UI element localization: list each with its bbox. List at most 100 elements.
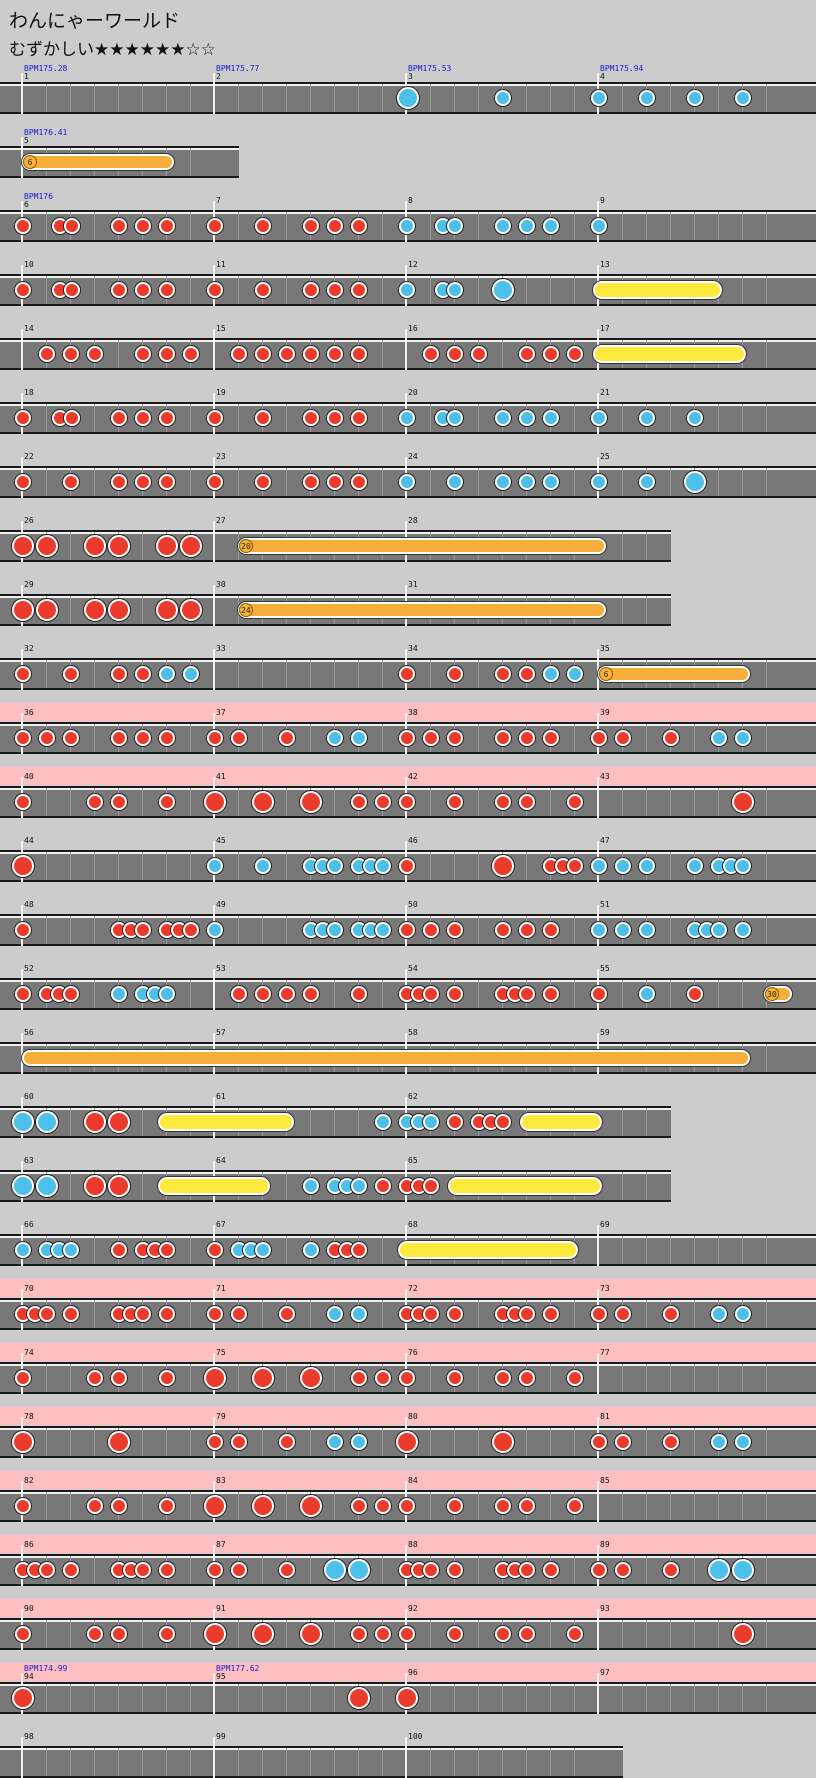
beat-line (94, 980, 95, 1008)
don-note (231, 1434, 247, 1450)
lane-highlight (0, 1108, 671, 1110)
beat-line (118, 1684, 119, 1712)
ka-note (591, 90, 607, 106)
bpm-change-label: BPM175.77 (216, 64, 260, 73)
beat-line (646, 724, 647, 752)
don-note (207, 730, 223, 746)
don-note (351, 218, 367, 234)
ka-note (351, 1306, 367, 1322)
don-note (64, 218, 80, 234)
ka-big-note (708, 1559, 730, 1581)
don-note (111, 474, 127, 490)
beat-line (766, 340, 767, 368)
lane-highlight (0, 1172, 671, 1174)
beat-line (190, 468, 191, 496)
measure-number: 42 (408, 772, 418, 781)
beat-line (454, 84, 455, 112)
beat-line (670, 1492, 671, 1520)
don-big-note (180, 599, 202, 621)
beat-line (46, 1620, 47, 1648)
measure-number: 86 (24, 1540, 34, 1549)
don-big-note (108, 1175, 130, 1197)
don-note (519, 1498, 535, 1514)
beat-line (550, 1684, 551, 1712)
don-note (63, 730, 79, 746)
ka-note (15, 1242, 31, 1258)
beat-line (382, 404, 383, 432)
measure-number: 57 (216, 1028, 226, 1037)
don-note (495, 794, 511, 810)
measure-number: 55 (600, 964, 610, 973)
don-note (15, 410, 31, 426)
don-big-note (84, 535, 106, 557)
measure-line (213, 1737, 215, 1778)
beat-line (718, 1364, 719, 1392)
don-note (207, 410, 223, 426)
beat-line (742, 404, 743, 432)
beat-line (142, 532, 143, 560)
ka-note (327, 922, 343, 938)
don-note (495, 1370, 511, 1386)
measure-number: 81 (600, 1412, 610, 1421)
beat-line (46, 1364, 47, 1392)
beat-line (742, 212, 743, 240)
don-big-note (12, 1431, 34, 1453)
beat-line (430, 1684, 431, 1712)
measure-number: 28 (408, 516, 418, 525)
beat-line (766, 1492, 767, 1520)
gogo-time-band (0, 1535, 816, 1553)
beat-line (622, 212, 623, 240)
don-note (64, 282, 80, 298)
beat-line (286, 1684, 287, 1712)
beat-line (574, 404, 575, 432)
don-note (279, 1434, 295, 1450)
lane-highlight (0, 1492, 816, 1494)
beat-line (262, 1428, 263, 1456)
beat-line (670, 468, 671, 496)
measure-line (597, 1353, 599, 1394)
beat-line (382, 1300, 383, 1328)
beat-line (550, 84, 551, 112)
don-note (519, 1626, 535, 1642)
don-big-note (108, 535, 130, 557)
beat-line (430, 468, 431, 496)
beat-line (334, 1620, 335, 1648)
ka-note (447, 410, 463, 426)
beat-line (766, 212, 767, 240)
don-note (327, 282, 343, 298)
don-note (63, 474, 79, 490)
don-note (423, 1306, 439, 1322)
beat-line (142, 1172, 143, 1200)
beat-line (718, 1236, 719, 1264)
bpm-change-label: BPM175.53 (408, 64, 452, 73)
beat-line (286, 84, 287, 112)
ka-note (399, 410, 415, 426)
ka-big-note (684, 471, 706, 493)
don-note (447, 1562, 463, 1578)
ka-note (687, 90, 703, 106)
beat-line (94, 404, 95, 432)
beat-line (46, 84, 47, 112)
don-note (63, 666, 79, 682)
beat-line (382, 84, 383, 112)
beat-line (742, 1236, 743, 1264)
measure-number: 27 (216, 516, 226, 525)
don-note (159, 1562, 175, 1578)
bpm-change-label: BPM176.41 (24, 128, 68, 137)
don-note (135, 1562, 151, 1578)
measure-number: 52 (24, 964, 34, 973)
don-note (159, 474, 175, 490)
measure-line (213, 649, 215, 690)
don-note (663, 1306, 679, 1322)
measure-number: 97 (600, 1668, 610, 1677)
gogo-time-band (0, 1343, 816, 1361)
don-big-note (252, 1495, 274, 1517)
measure-number: 91 (216, 1604, 226, 1613)
beat-line (670, 852, 671, 880)
measure-number: 53 (216, 964, 226, 973)
beat-line (310, 1684, 311, 1712)
beat-line (286, 404, 287, 432)
ka-note (735, 1306, 751, 1322)
beat-line (190, 1684, 191, 1712)
beat-line (694, 1556, 695, 1584)
